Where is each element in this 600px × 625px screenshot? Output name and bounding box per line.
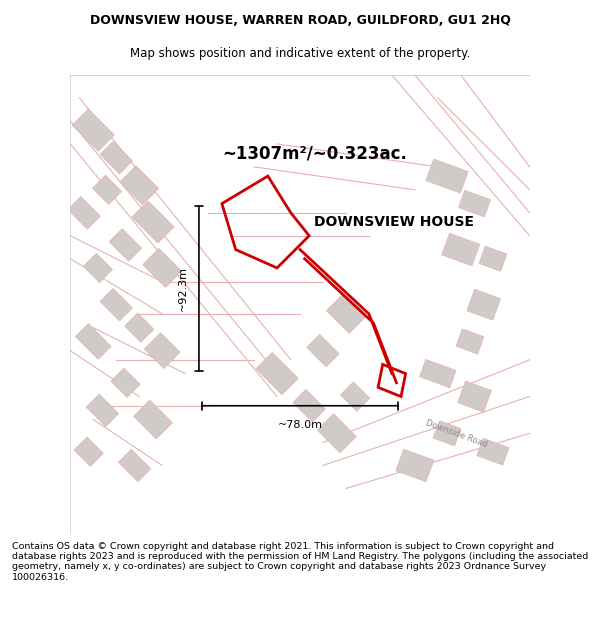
Polygon shape	[111, 368, 140, 398]
Polygon shape	[442, 233, 480, 266]
Polygon shape	[456, 329, 484, 354]
Polygon shape	[74, 437, 103, 466]
Polygon shape	[479, 246, 507, 271]
Text: DOWNSVIEW HOUSE: DOWNSVIEW HOUSE	[314, 215, 474, 229]
Polygon shape	[433, 421, 461, 446]
Polygon shape	[68, 197, 100, 229]
Polygon shape	[477, 438, 509, 465]
Polygon shape	[125, 313, 154, 342]
Text: Map shows position and indicative extent of the property.: Map shows position and indicative extent…	[130, 48, 470, 61]
Polygon shape	[92, 175, 122, 204]
Text: ~1307m²/~0.323ac.: ~1307m²/~0.323ac.	[222, 144, 407, 162]
Polygon shape	[293, 389, 325, 422]
Polygon shape	[72, 109, 115, 151]
Polygon shape	[83, 253, 112, 282]
Polygon shape	[132, 201, 174, 243]
Text: Contains OS data © Crown copyright and database right 2021. This information is : Contains OS data © Crown copyright and d…	[12, 542, 588, 582]
Polygon shape	[307, 334, 339, 367]
Polygon shape	[76, 324, 111, 359]
Polygon shape	[120, 166, 159, 205]
Polygon shape	[458, 381, 491, 412]
Polygon shape	[419, 359, 456, 388]
Polygon shape	[317, 414, 356, 452]
Polygon shape	[326, 294, 365, 333]
Text: ~78.0m: ~78.0m	[277, 419, 323, 429]
Polygon shape	[134, 400, 172, 439]
Polygon shape	[143, 249, 182, 288]
Polygon shape	[467, 289, 500, 320]
Polygon shape	[109, 229, 142, 261]
Polygon shape	[100, 289, 133, 321]
Text: ~92.3m: ~92.3m	[178, 266, 187, 311]
Polygon shape	[256, 352, 298, 395]
Polygon shape	[86, 394, 119, 427]
Polygon shape	[458, 190, 491, 217]
Polygon shape	[426, 159, 468, 193]
Polygon shape	[145, 332, 180, 369]
Text: DOWNSVIEW HOUSE, WARREN ROAD, GUILDFORD, GU1 2HQ: DOWNSVIEW HOUSE, WARREN ROAD, GUILDFORD,…	[89, 14, 511, 28]
Polygon shape	[118, 449, 151, 482]
Polygon shape	[100, 141, 133, 174]
Polygon shape	[396, 449, 434, 482]
Polygon shape	[341, 382, 370, 411]
Text: Downside Road: Downside Road	[424, 418, 488, 449]
